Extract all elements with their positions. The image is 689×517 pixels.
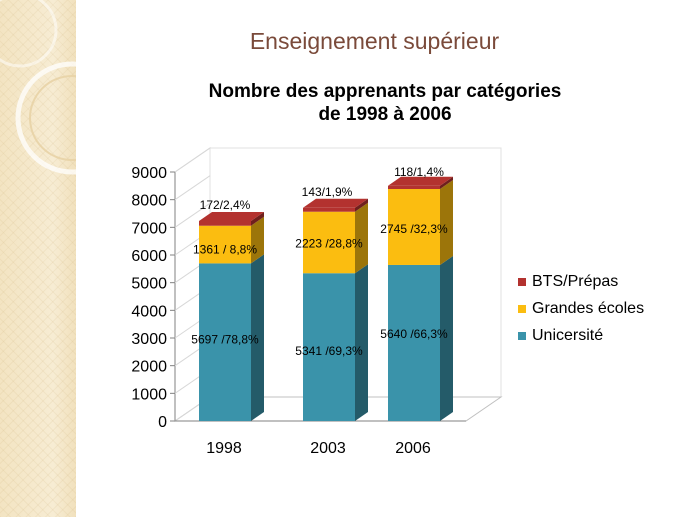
legend-item-universite: Unicersité bbox=[518, 322, 644, 349]
legend-label-universite: Unicersité bbox=[532, 326, 604, 344]
data-label: 5697 /78,8% bbox=[191, 332, 259, 346]
bar-2006-2-front bbox=[388, 185, 440, 190]
y-tick-label: 3000 bbox=[131, 331, 167, 348]
bar-2003-0-side bbox=[355, 264, 368, 421]
y-tick-label: 6000 bbox=[131, 248, 167, 265]
y-tick-label: 0 bbox=[158, 414, 167, 431]
x-tick-label: 2006 bbox=[395, 440, 431, 457]
bar-2006-top bbox=[388, 176, 453, 186]
y-tick-label: 8000 bbox=[131, 193, 167, 210]
data-label: 143/1,9% bbox=[302, 185, 353, 199]
x-tick-label: 2003 bbox=[310, 440, 346, 457]
wall-tick-line bbox=[174, 147, 211, 173]
bar-1998-top bbox=[199, 211, 264, 221]
decorative-circles bbox=[0, 0, 76, 175]
wall-tick-line bbox=[174, 202, 211, 228]
legend-swatch-universite bbox=[518, 331, 526, 340]
y-tick-label: 4000 bbox=[131, 303, 167, 320]
data-label: 5341 /69,3% bbox=[295, 344, 363, 358]
bar-1998-2-front bbox=[199, 220, 251, 226]
bar-1998-1-side bbox=[251, 216, 264, 264]
bar-2003-1-side bbox=[355, 202, 368, 274]
legend-swatch-bts bbox=[518, 277, 526, 286]
data-label: 5640 /66,3% bbox=[380, 327, 448, 341]
chart-title-line-1: Nombre des apprenants par catégories bbox=[208, 81, 562, 102]
wall-tick-line bbox=[174, 175, 211, 201]
bar-2003-top bbox=[303, 198, 368, 208]
data-label: 2223 /28,8% bbox=[295, 237, 363, 251]
y-tick-label: 1000 bbox=[131, 386, 167, 403]
bar-2006-1-front bbox=[388, 189, 440, 265]
legend-item-grandes-ecoles: Grandes écoles bbox=[518, 295, 644, 322]
chart-title: Nombre des apprenants par catégories de … bbox=[140, 80, 630, 126]
data-label: 118/1,4% bbox=[394, 165, 444, 179]
legend-label-grandes-ecoles: Grandes écoles bbox=[532, 299, 645, 317]
y-tick-label: 7000 bbox=[131, 220, 167, 237]
y-tick-label: 5000 bbox=[131, 276, 167, 293]
bar-2006-0-front bbox=[388, 264, 440, 421]
x-tick-label: 1998 bbox=[206, 440, 242, 457]
data-label: 1361 / 8,8% bbox=[193, 243, 257, 257]
chart-title-line-2: de 1998 à 2006 bbox=[318, 104, 452, 125]
bar-2006-2-side bbox=[440, 176, 453, 190]
legend-label-bts: BTS/Prépas bbox=[532, 272, 619, 290]
bar-1998-0-front bbox=[199, 263, 251, 421]
data-label: 2745 /32,3% bbox=[380, 222, 448, 236]
bar-2003-2-side bbox=[355, 198, 368, 212]
y-tick-label: 9000 bbox=[131, 165, 167, 182]
bar-2003-1-front bbox=[303, 211, 355, 274]
bar-2003-2-front bbox=[303, 207, 355, 212]
decorative-side-panel bbox=[0, 0, 76, 517]
bar-1998-2-side bbox=[251, 211, 264, 226]
bar-1998-0-side bbox=[251, 254, 264, 421]
bar-2003-0-front bbox=[303, 273, 355, 421]
bar-1998-1-front bbox=[199, 225, 251, 264]
y-tick-label: 2000 bbox=[131, 359, 167, 376]
bar-2006-1-side bbox=[440, 180, 453, 265]
bar-2006-0-side bbox=[440, 255, 453, 421]
legend-item-bts: BTS/Prépas bbox=[518, 268, 644, 295]
legend-swatch-grandes-ecoles bbox=[518, 304, 526, 313]
slide-title: Enseignement supérieur bbox=[249, 28, 500, 54]
data-label: 172/2,4% bbox=[200, 198, 251, 212]
chart-legend: BTS/Prépas Grandes écoles Unicersité bbox=[518, 268, 644, 349]
